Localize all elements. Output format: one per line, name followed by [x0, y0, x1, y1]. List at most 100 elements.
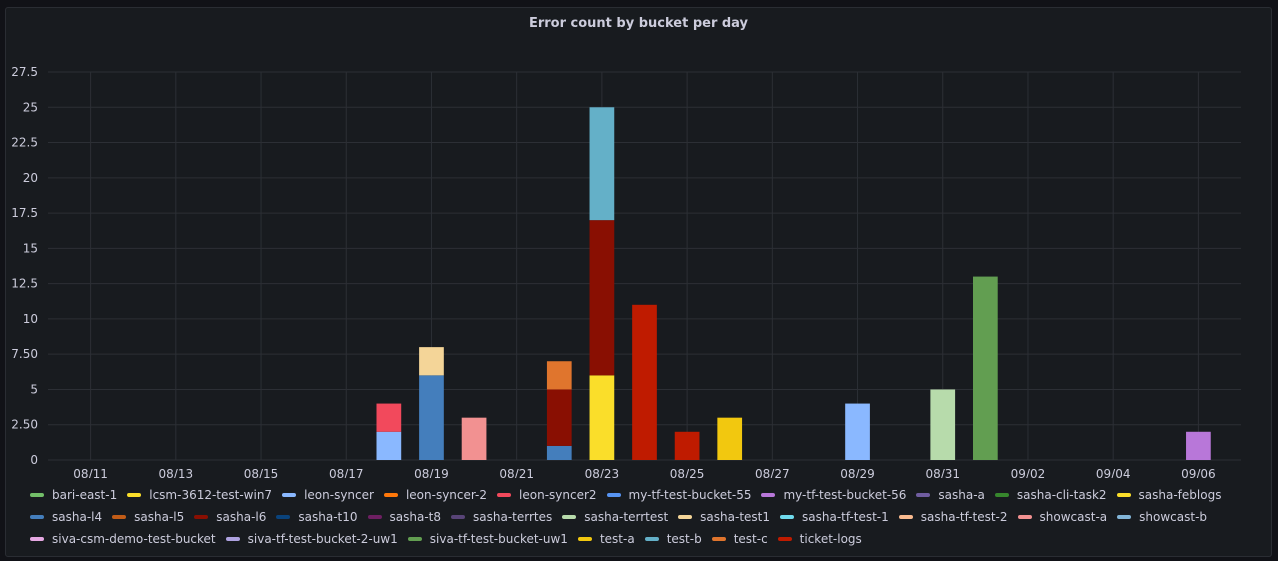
- y-tick-label: 10: [23, 312, 38, 326]
- legend-label: siva-csm-demo-test-bucket: [52, 532, 216, 546]
- legend-label: bari-east-1: [52, 488, 118, 502]
- legend-label: leon-syncer-2: [405, 488, 488, 502]
- legend-item-test-b[interactable]: test-b: [644, 530, 702, 548]
- legend-item-showcast-b[interactable]: showcast-b: [1117, 508, 1207, 526]
- x-tick-label: 08/13: [159, 467, 194, 478]
- legend-swatch: [777, 537, 792, 541]
- y-tick-label: 15: [23, 241, 38, 255]
- legend-item-sasha-a[interactable]: sasha-a: [916, 486, 985, 504]
- legend-item-my-tf-test-bucket-56[interactable]: my-tf-test-bucket-56: [761, 486, 906, 504]
- legend-label: my-tf-test-bucket-56: [783, 488, 907, 502]
- legend-swatch: [276, 515, 291, 519]
- bar-leon-syncer2-08-18: [376, 403, 402, 432]
- chart-panel: Error count by bucket per day 0 2.50 5 7.50…: [5, 7, 1272, 557]
- legend-swatch: [898, 515, 913, 519]
- chart-legend: bari-east-1 lcsm-3612-test-win7 leon-synce…: [30, 486, 1260, 548]
- y-tick-label: 12.5: [11, 277, 38, 291]
- legend-item-sasha-cli-task2[interactable]: sasha-cli-task2: [994, 486, 1107, 504]
- legend-label: sasha-l6: [216, 510, 267, 524]
- legend-item-sasha-terrtest[interactable]: sasha-terrtest: [562, 508, 668, 526]
- legend-item-sasha-feblogs[interactable]: sasha-feblogs: [1116, 486, 1222, 504]
- bar-test-c-08-22: [546, 361, 572, 390]
- legend-item-bari-east-1[interactable]: bari-east-1: [30, 486, 117, 504]
- bar-sasha-l6-08-23: [589, 220, 615, 376]
- legend-label: leon-syncer: [304, 488, 374, 502]
- chart-title: Error count by bucket per day: [528, 16, 749, 31]
- bar-ticket-logs-08-25: [674, 431, 700, 460]
- legend-item-ticket-logs[interactable]: ticket-logs: [777, 530, 862, 548]
- legend-swatch: [606, 493, 621, 497]
- bar-sasha-l4-08-22: [546, 445, 572, 460]
- legend-swatch: [383, 493, 398, 497]
- x-tick-label: 08/25: [670, 467, 705, 478]
- bar-showcast-a-08-20: [461, 417, 487, 460]
- legend-label: sasha-terrtes: [473, 510, 553, 524]
- legend-swatch: [1017, 515, 1032, 519]
- legend-swatch: [780, 515, 794, 519]
- bar-sasha-feblogs-08-23: [589, 375, 615, 460]
- bar-test-b-08-23: [589, 107, 615, 221]
- legend-item-sasha-l4[interactable]: sasha-l4: [30, 508, 102, 526]
- legend-swatch: [497, 493, 512, 497]
- legend-label: sasha-t8: [389, 510, 442, 524]
- legend-label: siva-tf-test-bucket-uw1: [429, 532, 568, 546]
- y-tick-label: 5: [30, 382, 38, 396]
- legend-swatch: [30, 537, 44, 541]
- x-tick-label: 08/11: [73, 467, 108, 478]
- y-tick-label: 0: [30, 453, 38, 467]
- legend-item-sasha-t10[interactable]: sasha-t10: [276, 508, 358, 526]
- y-tick-label: 20: [23, 171, 38, 185]
- x-tick-label: 08/19: [414, 467, 449, 478]
- legend-swatch: [282, 493, 297, 497]
- legend-label: sasha-l5: [134, 510, 185, 524]
- legend-label: sasha-feblogs: [1138, 488, 1222, 502]
- legend-label: siva-tf-test-bucket-2-uw1: [247, 532, 398, 546]
- legend-swatch: [761, 493, 776, 497]
- legend-item-test-c[interactable]: test-c: [711, 530, 768, 548]
- x-tick-label: 09/06: [1181, 467, 1216, 478]
- y-tick-label: 27.5: [11, 65, 38, 79]
- legend-item-sasha-tf-test-1[interactable]: sasha-tf-test-1: [780, 508, 889, 526]
- legend-item-lcsm-3612-test-win7[interactable]: lcsm-3612-test-win7: [127, 486, 272, 504]
- legend-item-siva-csm-demo-test-bucket[interactable]: siva-csm-demo-test-bucket: [30, 530, 216, 548]
- bar-ticket-logs-08-24: [632, 304, 657, 460]
- x-tick-label: 08/29: [840, 467, 875, 478]
- legend-label: sasha-terrtest: [584, 510, 669, 524]
- bar-my-tf-test-bucket-56-09-06: [1186, 431, 1211, 460]
- legend-label: showcast-a: [1039, 510, 1108, 524]
- legend-swatch: [1116, 493, 1131, 497]
- legend-swatch: [407, 537, 422, 541]
- legend-item-sasha-terrtes[interactable]: sasha-terrtes: [451, 508, 552, 526]
- legend-item-test-a[interactable]: test-a: [577, 530, 635, 548]
- legend-swatch: [367, 515, 382, 519]
- bar-leon-syncer-08-18: [376, 431, 402, 460]
- legend-item-sasha-test1[interactable]: sasha-test1: [678, 508, 770, 526]
- legend-item-siva-tf-test-bucket-2-uw1[interactable]: siva-tf-test-bucket-2-uw1: [225, 530, 398, 548]
- legend-swatch: [994, 493, 1009, 497]
- x-tick-label: 08/17: [329, 467, 364, 478]
- legend-label: sasha-t10: [298, 510, 358, 524]
- x-tick-label: 08/21: [499, 467, 534, 478]
- legend-swatch: [711, 537, 726, 541]
- y-tick-label: 22.5: [11, 136, 38, 150]
- legend-item-showcast-a[interactable]: showcast-a: [1017, 508, 1108, 526]
- legend-item-sasha-l5[interactable]: sasha-l5: [112, 508, 184, 526]
- legend-item-leon-syncer-2[interactable]: leon-syncer-2: [383, 486, 488, 504]
- legend-swatch: [916, 493, 931, 497]
- legend-label: test-c: [733, 532, 768, 546]
- bar-test-a-08-26: [717, 417, 743, 460]
- legend-item-sasha-tf-test-2[interactable]: sasha-tf-test-2: [898, 508, 1008, 526]
- legend-item-sasha-t8[interactable]: sasha-t8: [367, 508, 442, 526]
- legend-item-my-tf-test-bucket-55[interactable]: my-tf-test-bucket-55: [606, 486, 751, 504]
- legend-item-leon-syncer[interactable]: leon-syncer: [282, 486, 374, 504]
- legend-item-leon-syncer2[interactable]: leon-syncer2: [497, 486, 597, 504]
- legend-label: sasha-a: [938, 488, 985, 502]
- legend-label: test-a: [599, 532, 635, 546]
- x-tick-label: 09/04: [1096, 467, 1131, 478]
- legend-swatch: [127, 493, 142, 497]
- legend-label: test-b: [666, 532, 702, 546]
- legend-item-siva-tf-test-bucket-uw1[interactable]: siva-tf-test-bucket-uw1: [407, 530, 568, 548]
- legend-item-sasha-l6[interactable]: sasha-l6: [194, 508, 266, 526]
- legend-swatch: [194, 515, 209, 519]
- bar-leon-syncer-08-29: [845, 403, 870, 460]
